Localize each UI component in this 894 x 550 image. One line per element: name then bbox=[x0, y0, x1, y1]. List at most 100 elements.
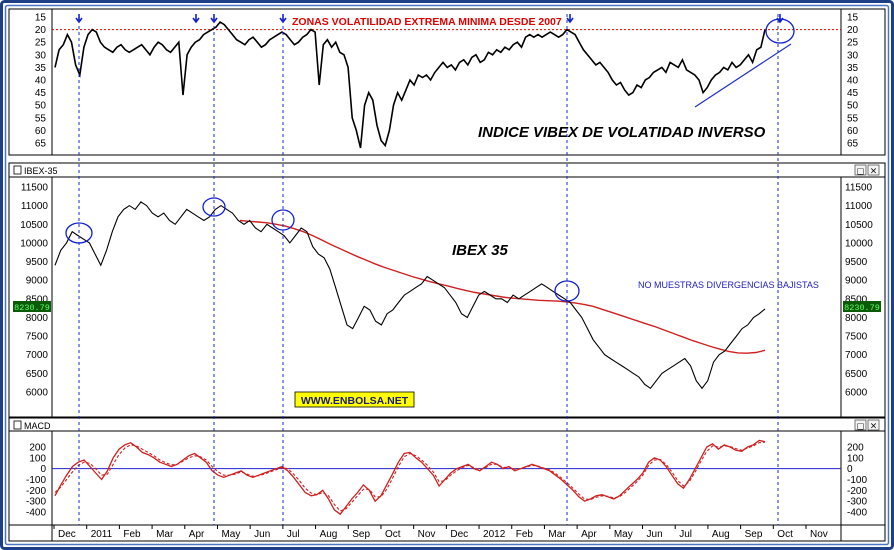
ibex-y-tick-right: 9500 bbox=[845, 257, 868, 268]
x-tick-label: Aug bbox=[320, 529, 338, 540]
ibex-y-tick-left: 8000 bbox=[26, 313, 49, 324]
macd-y-tick-left: 100 bbox=[29, 453, 46, 464]
ibex-y-axis-right: 11500 11000 10500 10000 9500 9000 8500 8000 7500… bbox=[845, 183, 873, 399]
close-icon: × bbox=[870, 422, 878, 432]
x-tick-label: Dec bbox=[58, 529, 76, 540]
ibex-y-axis-left: 11500 11000 10500 10000 9500 9000 8500 8000 7500… bbox=[20, 183, 48, 399]
x-tick-label: Apr bbox=[581, 529, 597, 540]
x-tick-label: Nov bbox=[418, 529, 436, 540]
ibex-y-tick-left: 6500 bbox=[26, 369, 49, 380]
x-tick-label: Apr bbox=[189, 529, 205, 540]
ibex-y-tick-left: 6000 bbox=[26, 388, 49, 399]
vibex-y-tick-left: 55 bbox=[35, 113, 47, 124]
vibex-y-tick-left: 65 bbox=[35, 139, 47, 150]
ibex-y-tick-left: 8500 bbox=[26, 294, 49, 305]
vibex-y-tick-right: 50 bbox=[847, 101, 859, 112]
vibex-y-tick-right: 65 bbox=[847, 139, 859, 150]
x-tick-label: Feb bbox=[123, 529, 141, 540]
macd-y-tick-right: 0 bbox=[847, 464, 853, 475]
vibex-y-tick-left: 45 bbox=[35, 88, 47, 99]
x-tick-label: Oct bbox=[385, 529, 401, 540]
ibex-moving-average-line bbox=[239, 219, 766, 354]
x-tick-label: Mar bbox=[156, 529, 174, 540]
macd-y-tick-right: -100 bbox=[847, 475, 867, 486]
last-price-left: 8230.79 bbox=[14, 303, 50, 313]
vibex-y-tick-left: 50 bbox=[35, 101, 47, 112]
last-price-badge-left: 8230.79 bbox=[13, 301, 51, 313]
minimize-icon: □ bbox=[857, 422, 865, 431]
macd-line bbox=[54, 439, 766, 516]
vibex-y-tick-right: 20 bbox=[847, 25, 859, 36]
ibex-y-tick-left: 11000 bbox=[21, 201, 49, 212]
macd-panel-icon bbox=[13, 420, 22, 430]
vibex-y-tick-right: 40 bbox=[847, 76, 859, 87]
vibex-y-tick-left: 25 bbox=[35, 38, 47, 49]
close-icon: × bbox=[870, 167, 878, 177]
x-tick-label: Sep bbox=[745, 529, 763, 540]
x-tick-label: Nov bbox=[810, 529, 828, 540]
x-tick-label: Jul bbox=[287, 529, 300, 540]
vibex-y-tick-right: 30 bbox=[847, 50, 859, 61]
ibex-y-tick-right: 10000 bbox=[845, 238, 873, 249]
ibex-minimize-button[interactable]: □ bbox=[854, 164, 867, 176]
vibex-y-tick-left: 20 bbox=[35, 25, 47, 36]
ibex-close-button[interactable]: × bbox=[867, 164, 880, 177]
ibex-y-tick-left: 10000 bbox=[20, 238, 48, 249]
ibex-y-tick-right: 10500 bbox=[845, 220, 873, 231]
ibex-title: IBEX 35 bbox=[452, 242, 509, 259]
macd-y-tick-right: 100 bbox=[847, 453, 864, 464]
macd-close-button[interactable]: × bbox=[867, 419, 880, 432]
macd-signal-line bbox=[54, 441, 766, 512]
ibex-y-tick-left: 7000 bbox=[26, 350, 49, 361]
ibex-y-tick-right: 6500 bbox=[845, 369, 868, 380]
x-axis: Dec 2011 Feb Mar Apr May Jun Jul Aug Sep Oct Nov Dec… bbox=[8, 524, 886, 542]
watermark-text: WWW.ENBOLSA.NET bbox=[301, 395, 409, 407]
macd-y-tick-right: -300 bbox=[847, 497, 867, 508]
ibex-y-tick-right: 11500 bbox=[845, 183, 873, 194]
down-arrow-icon bbox=[566, 14, 574, 24]
vibex-y-tick-left: 60 bbox=[35, 126, 47, 137]
ibex-circle-2 bbox=[202, 197, 226, 217]
x-tick-label: Oct bbox=[777, 529, 793, 540]
ibex-panel: IBEX-35 □ × 11500 11000 10500 10000 9500 9000… bbox=[8, 162, 886, 418]
x-tick-label: 2012 bbox=[483, 529, 506, 540]
vibex-y-tick-right: 55 bbox=[847, 113, 859, 124]
ibex-y-tick-left: 11500 bbox=[21, 183, 49, 194]
ibex-y-tick-left: 9000 bbox=[26, 276, 49, 287]
ibex-y-tick-left: 7500 bbox=[26, 332, 49, 343]
ibex-panel-icon bbox=[13, 165, 22, 175]
x-tick-label: Sep bbox=[352, 529, 370, 540]
zone-label: ZONAS VOLATILIDAD EXTREMA MINIMA DESDE 2… bbox=[292, 16, 562, 28]
event-guide-lines bbox=[78, 14, 779, 525]
vibex-y-tick-right: 35 bbox=[847, 63, 859, 74]
down-arrow-icon bbox=[776, 14, 784, 24]
vibex-y-tick-left: 15 bbox=[35, 13, 47, 24]
vibex-trendline bbox=[694, 43, 792, 108]
vibex-title: INDICE VIBEX DE VOLATIDAD INVERSO bbox=[478, 124, 766, 141]
vibex-y-tick-left: 40 bbox=[35, 76, 47, 87]
x-tick-label: 2011 bbox=[91, 529, 113, 540]
macd-y-tick-left: -400 bbox=[26, 508, 46, 519]
x-tick-label: May bbox=[614, 529, 633, 540]
watermark: WWW.ENBOLSA.NET bbox=[294, 391, 415, 408]
minimize-icon: □ bbox=[857, 167, 865, 176]
macd-y-tick-left: 200 bbox=[29, 443, 46, 454]
macd-y-tick-right: -400 bbox=[847, 508, 867, 519]
x-tick-label: Mar bbox=[548, 529, 566, 540]
ibex-price-line bbox=[54, 201, 766, 390]
window-inner-frame bbox=[4, 4, 890, 546]
x-tick-label: Aug bbox=[712, 529, 730, 540]
macd-y-tick-right: 200 bbox=[847, 443, 864, 454]
x-tick-label: Jun bbox=[254, 529, 270, 540]
last-price-badge-right: 8230.79 bbox=[843, 301, 881, 313]
macd-minimize-button[interactable]: □ bbox=[854, 419, 867, 431]
ibex-y-tick-right: 7000 bbox=[845, 350, 868, 361]
ibex-y-tick-right: 7500 bbox=[845, 332, 868, 343]
macd-y-tick-left: 0 bbox=[40, 464, 46, 475]
x-tick-label: Jun bbox=[647, 529, 663, 540]
